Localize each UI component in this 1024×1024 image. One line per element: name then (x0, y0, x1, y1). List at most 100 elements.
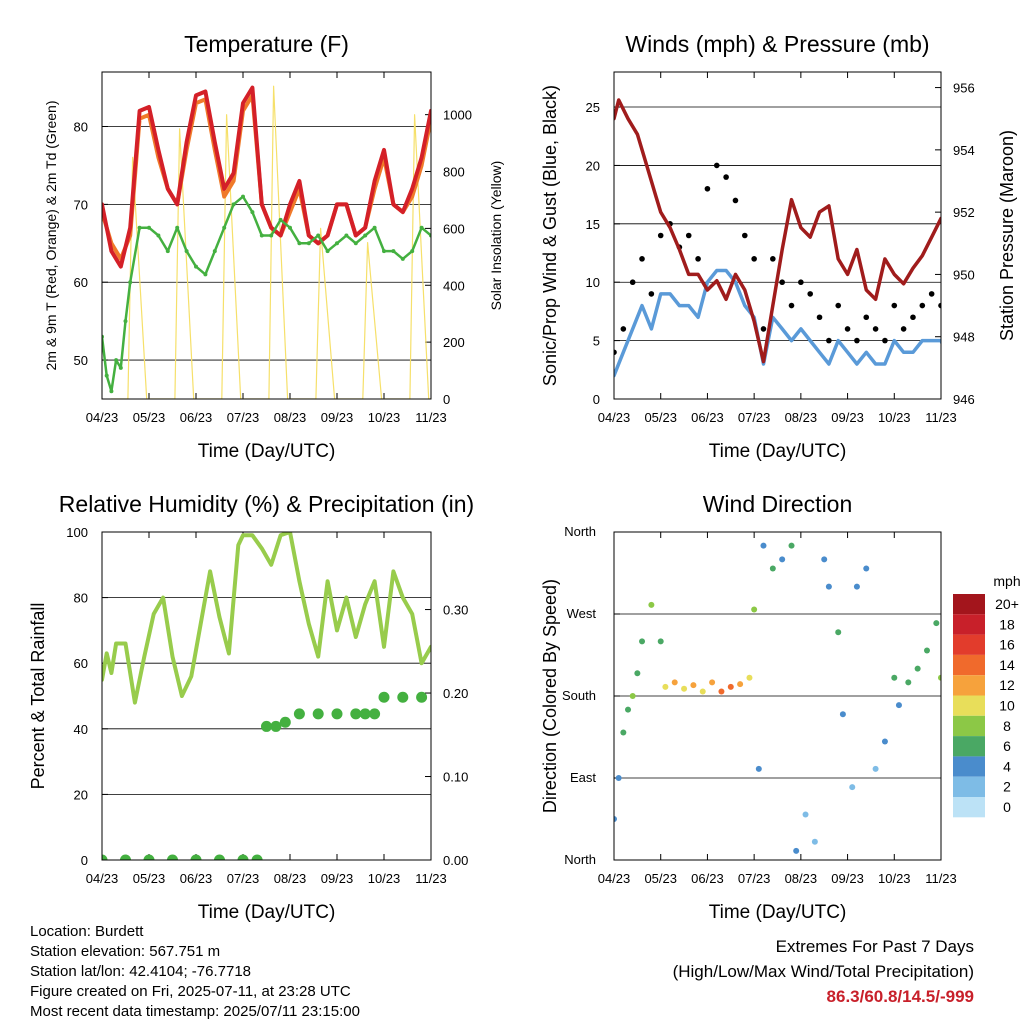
direction-point (793, 847, 800, 854)
plot-area (614, 542, 941, 854)
td-point (212, 249, 217, 254)
td-point (194, 264, 198, 269)
pressure-series (614, 98, 941, 364)
gust-point (938, 302, 941, 309)
plot-frame (101, 71, 432, 400)
direction-point (891, 674, 898, 681)
legend-label: 6 (1003, 738, 1011, 754)
y-tick-label: 15 (586, 217, 600, 232)
legend-label: 0 (1003, 799, 1011, 815)
precip-point (190, 854, 202, 860)
legend-swatch (953, 695, 985, 716)
gust-point (685, 232, 692, 239)
y-tick-label-right: 800 (443, 165, 465, 180)
plot-frame (613, 531, 942, 861)
legend-label: 4 (1003, 758, 1011, 774)
td-point (241, 194, 245, 199)
y-tick-label-right: 946 (953, 392, 975, 407)
y-tick-label-right: 200 (443, 335, 465, 350)
gust-point (648, 291, 655, 297)
station-info: Location: Burdett Station elevation: 567… (30, 922, 360, 1022)
td-point (222, 225, 227, 230)
y-tick-label: 10 (586, 275, 600, 290)
legend-label: 12 (999, 677, 1015, 693)
precip-point (120, 854, 131, 860)
y-axis-label-right: Station Pressure (Maroon) (997, 130, 1017, 341)
td-point (231, 202, 236, 207)
chart-title: Relative Humidity (%) & Precipitation (i… (59, 491, 474, 517)
legend-title: mph (993, 573, 1020, 589)
gust-point (816, 314, 823, 321)
y-tick-label: North (564, 524, 596, 539)
y-axis-label: Sonic/Prop Wind & Gust (Blue, Black) (540, 85, 560, 386)
y-tick-label: 60 (74, 656, 88, 671)
legend-swatch (953, 715, 985, 737)
x-tick-label: 06/23 (691, 871, 724, 886)
gust-point (732, 197, 739, 204)
x-tick-label: 06/23 (180, 871, 213, 886)
plot-area (102, 85, 431, 399)
td-point (278, 217, 283, 222)
gust-point (826, 337, 832, 344)
direction-point (933, 620, 940, 627)
x-tick-label: 08/23 (274, 410, 307, 425)
direction-point (839, 711, 846, 718)
td-point (316, 233, 321, 238)
direction-point (751, 606, 758, 613)
gust-point (779, 279, 785, 286)
y-tick-label: 80 (74, 591, 88, 606)
gust-point (760, 326, 767, 332)
td-point (297, 241, 302, 246)
y-tick-label-right: 950 (953, 267, 975, 282)
direction-point (746, 674, 753, 681)
td-point (400, 256, 405, 261)
y-tick-label-right: 0.20 (443, 686, 468, 701)
gust-point (882, 337, 888, 344)
y-tick-label: 5 (593, 334, 600, 349)
gust-point (770, 256, 776, 262)
x-tick-label: 07/23 (738, 410, 771, 425)
legend-label: 14 (999, 657, 1015, 673)
td-point (269, 233, 274, 238)
gust-point (798, 279, 804, 286)
direction-point (779, 556, 786, 563)
td-point (288, 225, 292, 230)
chart-temperature: Temperature (F) Time (Day/UTC) 2m & 9m T (… (43, 31, 504, 462)
recent-timestamp-text: Most recent data timestamp: 2025/07/11 2… (30, 1003, 360, 1020)
direction-point (699, 688, 706, 695)
extremes-title: Extremes For Past 7 Days (775, 937, 974, 956)
legend-label: 16 (999, 637, 1015, 653)
x-tick-label: 10/23 (368, 410, 401, 425)
td-point (353, 241, 358, 246)
y-tick-label: 20 (74, 787, 88, 802)
y-tick-label-right: 952 (953, 205, 975, 220)
rh-series (102, 532, 431, 705)
td-point (410, 249, 415, 254)
y-axis-label: 2m & 9m T (Red, Orange) & 2m Td (Green) (43, 101, 59, 371)
y-axis-label-right: Solar Insolation (Yellow) (488, 161, 504, 311)
chart-title: Temperature (F) (184, 31, 349, 57)
plot-frame (613, 71, 942, 400)
gust-point (713, 162, 720, 169)
gust-point (723, 174, 729, 180)
td-point (306, 241, 311, 246)
extremes-block: Extremes For Past 7 Days (High/Low/Max W… (673, 934, 974, 1009)
gust-point (629, 279, 636, 286)
gust-point (910, 314, 916, 321)
direction-point (872, 765, 879, 772)
td-point (325, 249, 330, 254)
legend-swatch (953, 654, 985, 676)
x-tick-label: 06/23 (691, 410, 724, 425)
x-axis-label: Time (Day/UTC) (198, 902, 336, 923)
direction-point (615, 775, 622, 781)
direction-point (825, 583, 832, 590)
direction-point (690, 682, 697, 689)
elevation-text: Station elevation: 567.751 m (30, 943, 221, 960)
legend-label: 20+ (995, 596, 1019, 612)
precip-point (397, 691, 409, 703)
wind-series (614, 268, 941, 378)
y-tick-label-right: 0.10 (443, 770, 468, 785)
td-point (137, 225, 142, 230)
precip-point (359, 708, 371, 720)
x-tick-label: 10/23 (878, 410, 911, 425)
